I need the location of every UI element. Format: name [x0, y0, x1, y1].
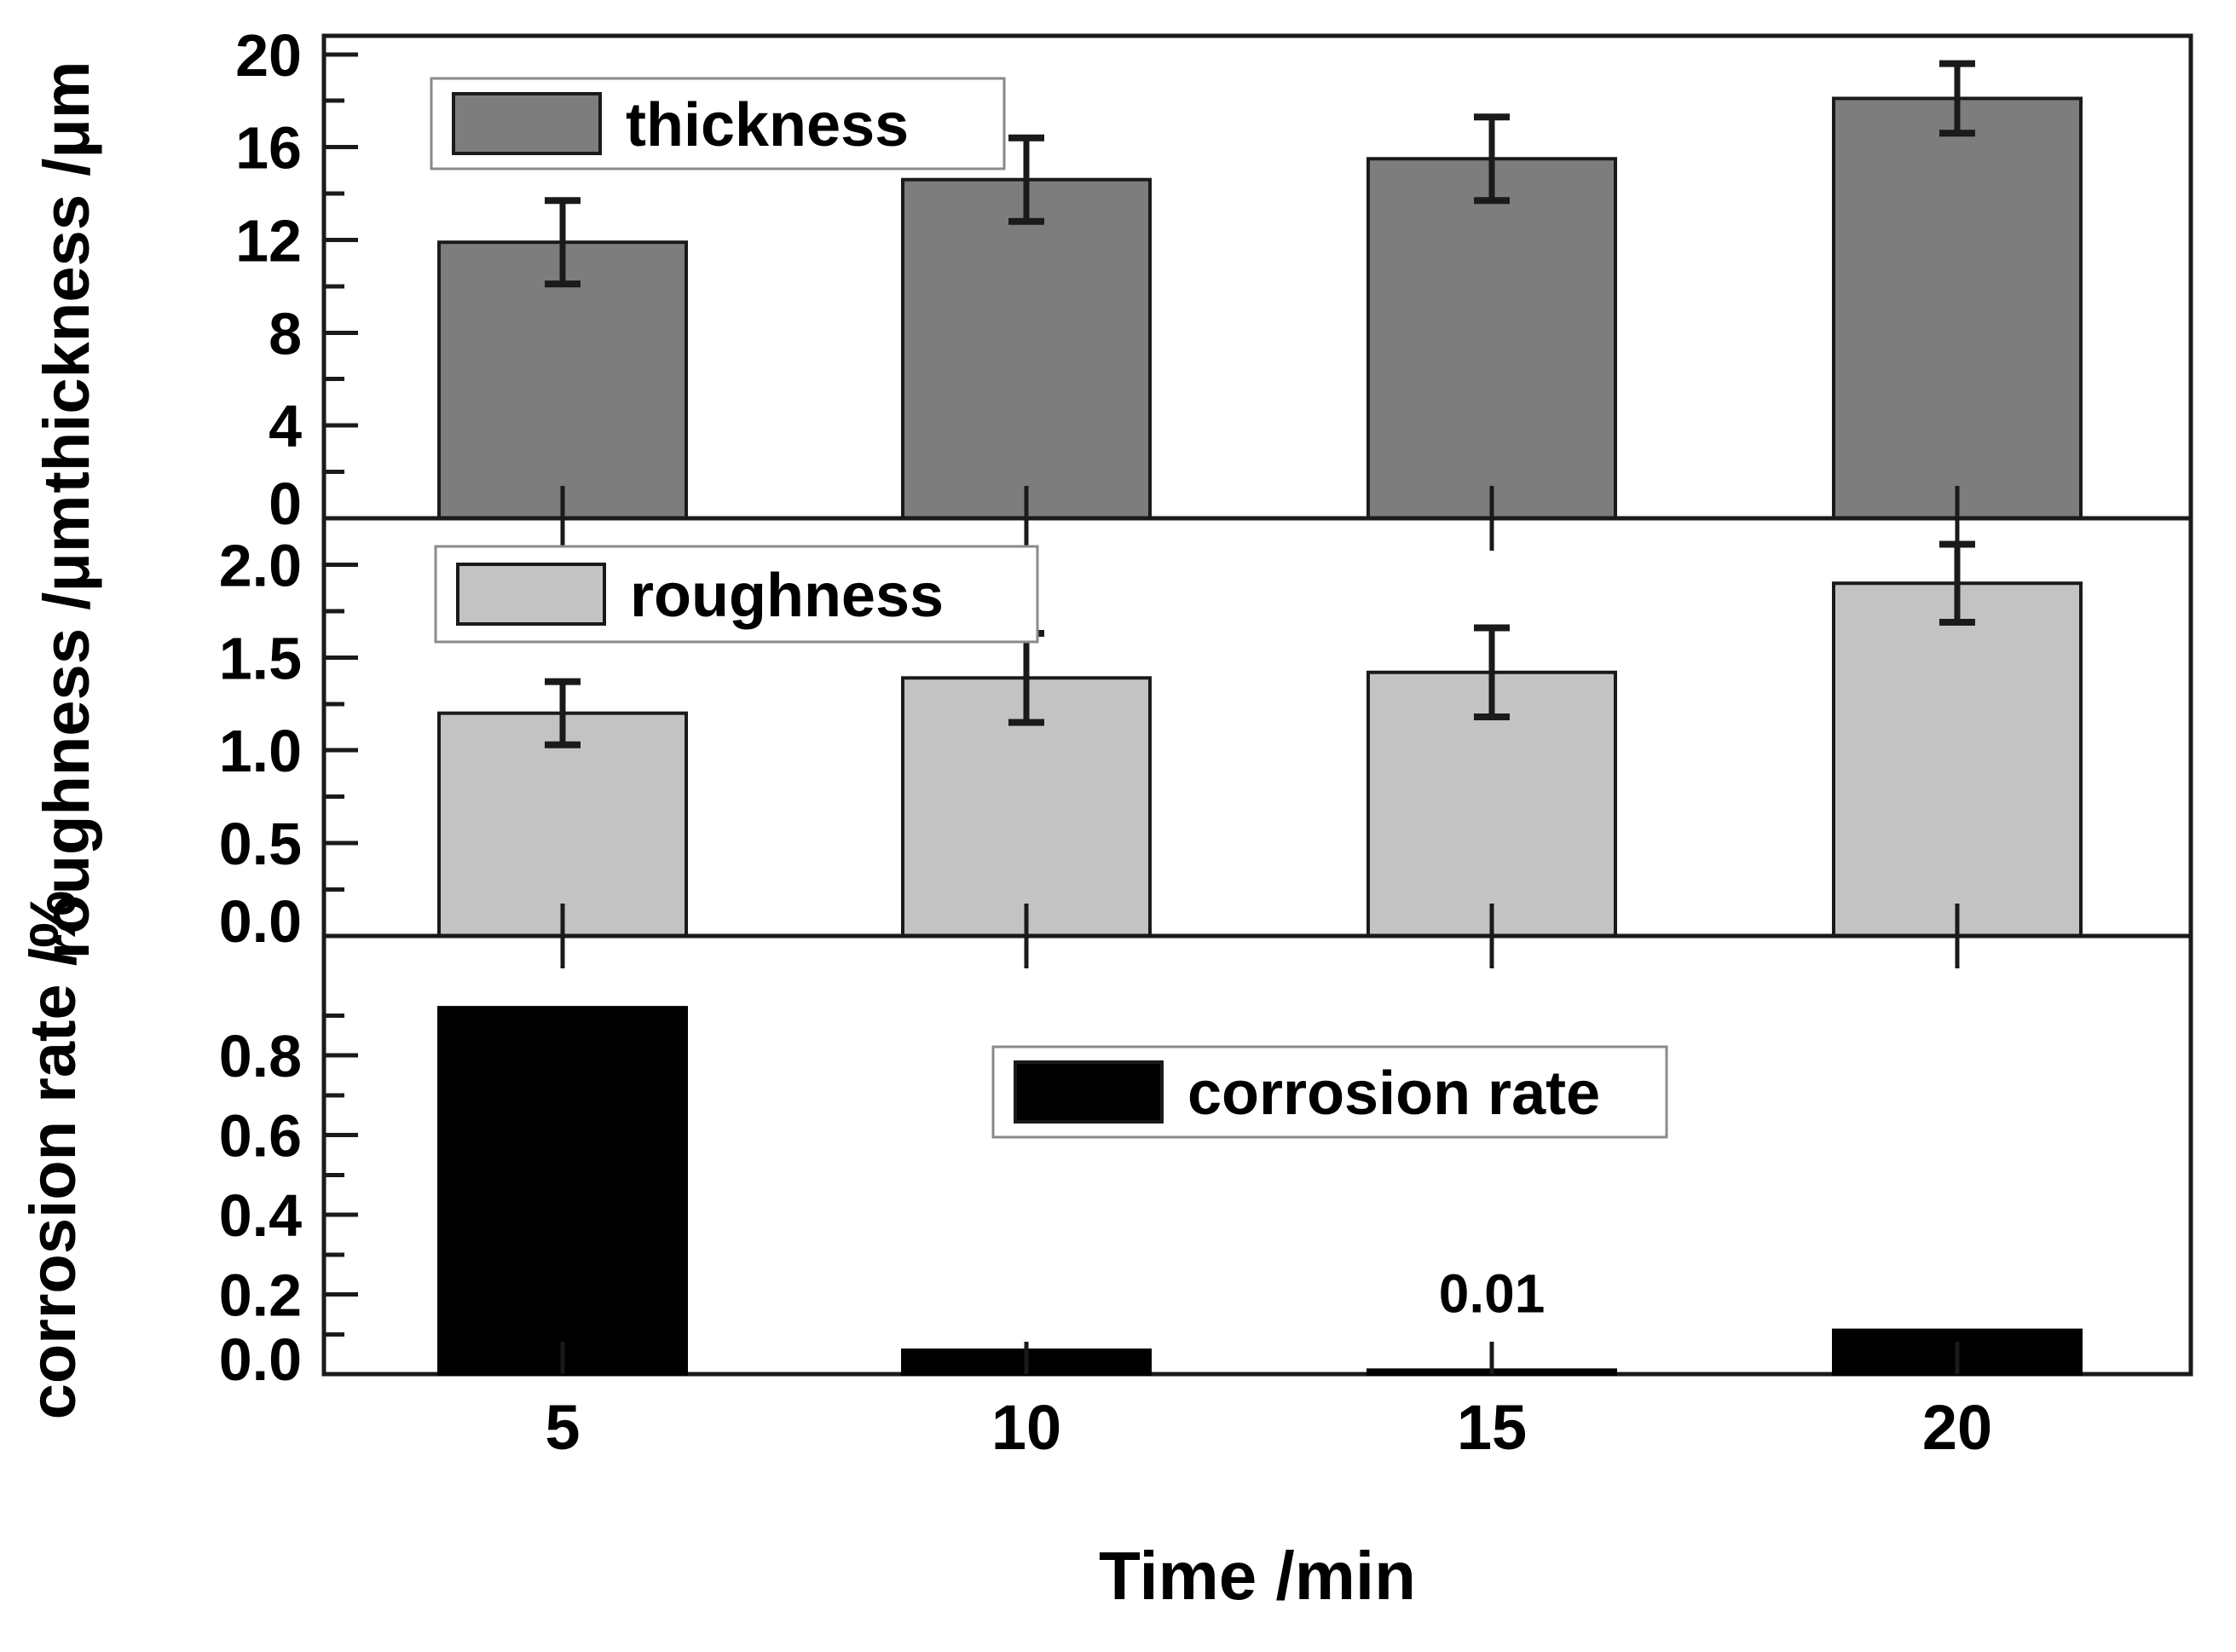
error-bar-thickness-10min — [1008, 134, 1044, 225]
y-axis-title-thickness: thickness /μm — [31, 61, 103, 494]
panel-roughness: 0.0 0.5 1.0 1.5 2.0 roughness /μm roughness — [31, 495, 2193, 960]
error-bar-thickness-15min — [1474, 113, 1510, 205]
y-tick-label: 0.2 — [219, 1262, 302, 1329]
y-tick-label: 2.0 — [219, 532, 302, 598]
bar-thickness-10min — [901, 177, 1152, 520]
y-tick-label: 16 — [235, 115, 302, 182]
y-tick-label: 0.5 — [219, 811, 302, 877]
legend-label-thickness: thickness — [626, 91, 909, 159]
x-tick-label: 15 — [1457, 1392, 1527, 1463]
legend-thickness: thickness — [430, 77, 1006, 170]
y-tick-label: 20 — [235, 22, 302, 89]
legend-swatch-roughness — [456, 563, 606, 626]
error-bar-roughness-15min — [1474, 624, 1510, 721]
error-bar-thickness-5min — [545, 197, 581, 288]
legend-corrosion-rate: corrosion rate — [991, 1045, 1668, 1139]
legend-swatch-thickness — [452, 92, 602, 155]
bar-thickness-20min — [1832, 96, 2083, 520]
x-tick-label: 20 — [1922, 1392, 1992, 1463]
bar-thickness-5min — [437, 240, 688, 520]
y-tick-label: 8 — [269, 300, 302, 367]
y-tick-label: 0.4 — [219, 1182, 302, 1249]
y-tick-label: 12 — [235, 207, 302, 274]
y-tick-label: 0.0 — [219, 1326, 302, 1393]
y-tick-label: 1.0 — [219, 718, 302, 784]
y-tick-label: 0.0 — [219, 888, 302, 955]
bar-thickness-15min — [1366, 157, 1617, 520]
bar-roughness-20min — [1832, 581, 2083, 938]
error-bar-thickness-20min — [1939, 60, 1975, 137]
x-axis-title: Time /min — [1099, 1538, 1416, 1614]
bar-roughness-5min — [437, 711, 688, 939]
x-tick-label: 10 — [991, 1392, 1061, 1463]
y-axis-title-roughness: roughness /μm — [31, 495, 103, 960]
error-bar-roughness-5min — [545, 678, 581, 748]
y-tick-label: 1.5 — [219, 625, 302, 691]
bar-corrosion-rate-5min — [437, 1006, 688, 1377]
legend-swatch-corrosion-rate — [1014, 1060, 1164, 1123]
legend-label-roughness: roughness — [630, 562, 944, 630]
y-tick-label: 0.8 — [219, 1023, 302, 1089]
panel-thickness: 0 4 8 12 16 20 thickness /μm thickness — [31, 22, 2193, 537]
panel-frame-corrosion-rate — [321, 933, 2193, 1377]
y-tick-label: 0.6 — [219, 1103, 302, 1170]
value-annotation: 0.01 — [1439, 1263, 1546, 1325]
y-axis-title-corrosion-rate: corrosion rate /% — [17, 891, 90, 1420]
x-tick-label: 5 — [545, 1392, 580, 1463]
y-tick-label: 0 — [269, 471, 302, 537]
legend-roughness: roughness — [434, 545, 1039, 644]
legend-label-corrosion-rate: corrosion rate — [1187, 1060, 1600, 1128]
y-tick-label: 4 — [269, 393, 302, 459]
